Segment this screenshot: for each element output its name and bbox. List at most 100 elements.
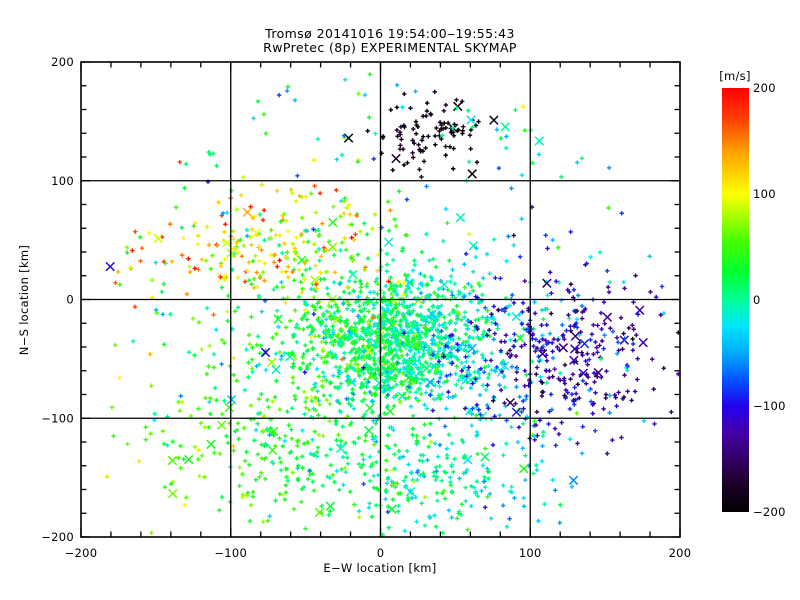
scatter-marker bbox=[522, 278, 527, 284]
scatter-marker bbox=[272, 443, 278, 448]
scatter-marker bbox=[363, 438, 368, 444]
scatter-marker bbox=[519, 409, 524, 415]
scatter-marker bbox=[292, 308, 298, 313]
scatter-marker bbox=[433, 342, 438, 347]
scatter-marker bbox=[365, 256, 371, 261]
scatter-marker bbox=[313, 381, 318, 386]
scatter-marker bbox=[658, 312, 663, 318]
scatter-marker bbox=[395, 353, 400, 359]
scatter-marker bbox=[372, 392, 377, 398]
scatter-marker bbox=[511, 407, 522, 417]
scatter-marker bbox=[312, 429, 317, 434]
scatter-marker bbox=[544, 353, 549, 358]
scatter-marker bbox=[579, 338, 590, 349]
scatter-marker bbox=[373, 421, 379, 426]
scatter-marker bbox=[499, 361, 504, 366]
scatter-marker bbox=[470, 288, 476, 294]
scatter-marker bbox=[308, 339, 314, 345]
scatter-marker bbox=[312, 304, 317, 310]
scatter-marker bbox=[309, 330, 315, 335]
scatter-marker bbox=[546, 421, 551, 427]
scatter-marker bbox=[371, 355, 376, 361]
scatter-marker bbox=[430, 341, 435, 346]
scatter-marker bbox=[242, 425, 247, 431]
scatter-marker bbox=[170, 439, 175, 444]
scatter-marker bbox=[584, 372, 589, 377]
scatter-marker bbox=[317, 258, 322, 263]
scatter-marker bbox=[361, 301, 366, 307]
scatter-marker bbox=[462, 285, 467, 290]
scatter-marker bbox=[357, 372, 362, 378]
scatter-marker bbox=[302, 411, 307, 417]
scatter-marker bbox=[270, 335, 275, 341]
scatter-marker bbox=[387, 388, 392, 393]
scatter-marker bbox=[413, 396, 419, 401]
scatter-marker bbox=[394, 333, 399, 338]
scatter-marker bbox=[495, 326, 500, 331]
scatter-marker bbox=[188, 413, 194, 419]
scatter-marker bbox=[487, 327, 492, 333]
scatter-marker bbox=[257, 212, 263, 217]
scatter-marker bbox=[438, 372, 444, 377]
scatter-marker bbox=[489, 416, 494, 422]
scatter-marker bbox=[447, 333, 453, 339]
scatter-marker bbox=[386, 326, 391, 332]
scatter-marker bbox=[237, 483, 242, 489]
scatter-marker bbox=[604, 369, 609, 374]
scatter-marker bbox=[579, 316, 585, 321]
scatter-marker bbox=[301, 327, 306, 332]
scatter-marker bbox=[493, 321, 498, 326]
scatter-marker bbox=[206, 364, 211, 369]
scatter-marker bbox=[420, 340, 426, 345]
scatter-marker bbox=[277, 436, 282, 441]
scatter-marker bbox=[425, 281, 430, 287]
scatter-marker bbox=[441, 315, 447, 320]
scatter-marker bbox=[362, 471, 368, 477]
scatter-marker bbox=[338, 381, 344, 386]
scatter-marker bbox=[373, 329, 379, 335]
scatter-marker bbox=[373, 362, 378, 367]
scatter-marker bbox=[427, 345, 432, 350]
scatter-marker bbox=[517, 312, 522, 317]
scatter-marker bbox=[443, 296, 448, 302]
scatter-marker bbox=[231, 448, 236, 453]
scatter-marker bbox=[393, 443, 398, 448]
scatter-marker bbox=[384, 377, 389, 383]
scatter-marker bbox=[426, 307, 432, 312]
scatter-marker bbox=[401, 392, 407, 397]
scatter-marker bbox=[394, 393, 399, 398]
scatter-marker bbox=[371, 442, 377, 447]
scatter-marker bbox=[251, 276, 257, 281]
scatter-marker bbox=[498, 276, 503, 281]
scatter-marker bbox=[364, 333, 369, 338]
x-tick-label: 200 bbox=[669, 546, 692, 560]
scatter-marker bbox=[259, 391, 264, 397]
scatter-marker bbox=[212, 385, 218, 391]
scatter-marker bbox=[583, 381, 589, 386]
scatter-marker bbox=[336, 308, 341, 313]
scatter-marker bbox=[388, 370, 394, 375]
scatter-marker bbox=[356, 320, 362, 326]
scatter-marker bbox=[362, 397, 367, 402]
scatter-marker bbox=[630, 336, 635, 342]
scatter-marker bbox=[361, 329, 367, 334]
scatter-marker bbox=[353, 350, 358, 356]
scatter-marker bbox=[362, 267, 367, 273]
scatter-marker bbox=[424, 406, 430, 411]
scatter-marker bbox=[257, 474, 262, 480]
scatter-marker bbox=[439, 341, 444, 347]
scatter-marker bbox=[499, 307, 505, 313]
scatter-marker bbox=[340, 424, 345, 429]
scatter-marker bbox=[622, 286, 627, 291]
scatter-marker bbox=[473, 376, 478, 382]
scatter-marker bbox=[547, 368, 552, 373]
scatter-marker bbox=[328, 350, 333, 355]
scatter-marker bbox=[274, 284, 279, 290]
scatter-marker bbox=[428, 274, 433, 280]
scatter-marker bbox=[477, 283, 483, 288]
scatter-marker bbox=[417, 386, 423, 391]
scatter-marker bbox=[462, 314, 467, 320]
scatter-marker bbox=[583, 358, 588, 364]
scatter-marker bbox=[634, 305, 645, 315]
